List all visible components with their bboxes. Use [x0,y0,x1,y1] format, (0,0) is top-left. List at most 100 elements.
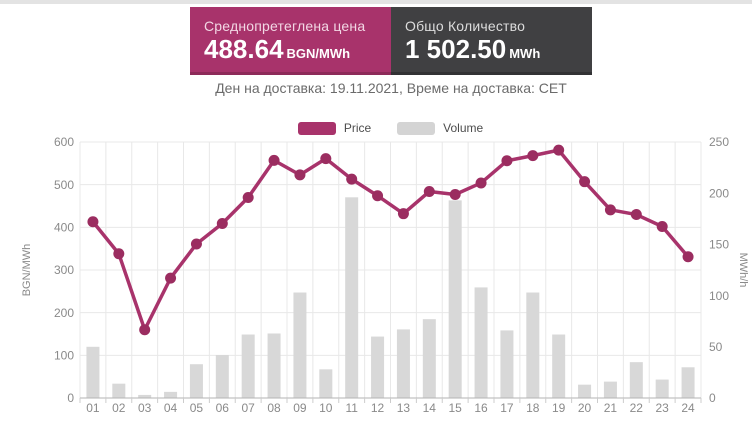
price-point-11[interactable] [346,173,358,185]
volume-bar-24[interactable] [681,367,695,398]
price-point-06[interactable] [216,217,228,229]
x-axis-label-15: 15 [449,401,463,415]
volume-bar-14[interactable] [422,319,436,398]
volume-bar-05[interactable] [189,364,203,398]
right-axis-tick-label: 250 [709,135,729,149]
volume-bar-23[interactable] [655,379,669,398]
price-line [91,148,690,332]
volume-bar-21[interactable] [603,381,617,398]
x-axis-label-01: 01 [86,401,100,415]
x-axis-label-14: 14 [423,401,437,415]
volume-bar-03[interactable] [138,394,152,398]
price-point-01[interactable] [87,216,99,228]
total-volume-unit: MWh [509,46,541,61]
left-axis-title: BGN/MWh [21,244,33,297]
volume-bar-19[interactable] [552,334,566,398]
price-point-08[interactable] [268,154,280,166]
left-axis-tick-label: 500 [54,178,74,192]
volume-bar-07[interactable] [241,334,255,398]
price-point-02[interactable] [113,248,125,260]
x-axis-label-04: 04 [164,401,178,415]
left-axis-tick-label: 600 [54,135,74,149]
price-point-15[interactable] [449,188,461,200]
total-volume-value: 1 502.50 [405,34,507,64]
volume-bar-04[interactable] [164,391,178,398]
volume-bar-16[interactable] [474,287,488,398]
price-point-05[interactable] [190,238,202,250]
price-point-14[interactable] [423,185,435,197]
price-point-10[interactable] [320,153,332,165]
x-axis-label-20: 20 [578,401,592,415]
avg-price-label: Среднопретеглена цена [204,18,366,34]
volume-bar-06[interactable] [215,354,229,398]
price-point-16[interactable] [475,177,487,189]
price-point-13[interactable] [397,208,409,220]
legend-item-volume[interactable]: Volume [397,121,483,135]
volume-bar-22[interactable] [629,362,643,398]
x-axis-label-02: 02 [112,401,126,415]
volume-bar-01[interactable] [86,346,100,398]
left-axis-tick-label: 0 [67,391,74,405]
x-axis-label-18: 18 [526,401,540,415]
kpi-row: Среднопретеглена цена 488.64 BGN/MWh Общ… [190,7,592,75]
right-axis-tick-label: 100 [709,289,729,303]
delivery-day-subtitle: Ден на доставка: 19.11.2021, Време на до… [215,80,567,96]
left-axis-tick-label: 100 [54,349,74,363]
price-point-23[interactable] [656,220,668,232]
x-axis-label-05: 05 [190,401,204,415]
price-point-03[interactable] [139,324,151,336]
price-point-18[interactable] [527,150,539,162]
x-axis-label-19: 19 [552,401,566,415]
x-axis-label-08: 08 [267,401,281,415]
chart-legend: Price Volume [80,121,701,135]
x-axis-label-12: 12 [371,401,385,415]
price-point-07[interactable] [242,191,254,203]
x-axis-label-13: 13 [397,401,411,415]
left-axis-tick-label: 400 [54,221,74,235]
volume-bar-10[interactable] [319,369,333,398]
x-axis-label-24: 24 [681,401,695,415]
x-axis-label-16: 16 [474,401,488,415]
legend-item-price[interactable]: Price [297,121,372,135]
total-volume-box: Общо Количество 1 502.50 MWh [391,7,592,75]
volume-bar-17[interactable] [500,330,514,398]
right-axis-tick-label: 200 [709,186,729,200]
price-point-24[interactable] [682,251,694,263]
volume-bar-11[interactable] [345,197,359,398]
avg-price-value: 488.64 [204,34,284,64]
price-legend-swatch [297,121,336,135]
avg-price-unit: BGN/MWh [286,46,351,61]
x-axis-label-22: 22 [630,401,644,415]
price-legend-label: Price [343,121,372,135]
price-point-21[interactable] [604,204,616,216]
volume-bar-20[interactable] [578,384,592,398]
x-axis-label-23: 23 [656,401,670,415]
x-axis-label-07: 07 [242,401,256,415]
x-axis-label-17: 17 [500,401,514,415]
avg-price-box: Среднопретеглена цена 488.64 BGN/MWh [190,7,391,75]
price-point-19[interactable] [553,144,565,156]
volume-bar-02[interactable] [112,383,126,398]
x-axis-label-09: 09 [293,401,307,415]
page-top-strip [0,0,752,4]
volume-legend-label: Volume [443,121,484,135]
price-point-04[interactable] [165,272,177,284]
volume-bar-12[interactable] [371,336,385,398]
price-point-09[interactable] [294,169,306,181]
volume-bar-18[interactable] [526,292,540,398]
x-axis-label-03: 03 [138,401,152,415]
volume-bar-13[interactable] [396,329,410,398]
x-axis-label-10: 10 [319,401,333,415]
volume-legend-swatch [397,121,436,135]
right-axis-tick-label: 50 [709,340,723,354]
volume-bar-15[interactable] [448,200,462,398]
price-point-22[interactable] [630,209,642,221]
price-point-20[interactable] [579,176,591,188]
x-axis-label-21: 21 [604,401,618,415]
price-point-17[interactable] [501,155,513,167]
volume-bar-09[interactable] [293,292,307,398]
volume-bar-08[interactable] [267,333,281,398]
x-axis-label-06: 06 [216,401,230,415]
price-point-12[interactable] [372,190,384,202]
